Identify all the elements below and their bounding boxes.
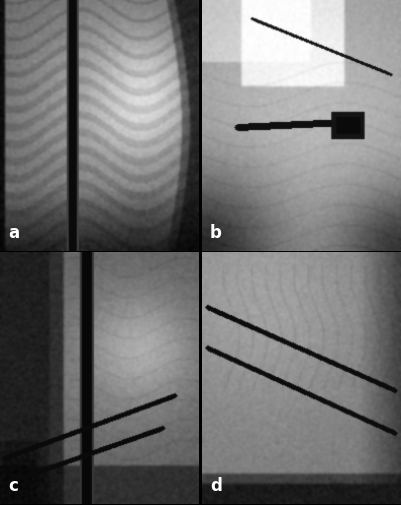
Text: a: a [8,224,19,241]
Text: d: d [210,476,222,494]
Text: c: c [8,476,18,494]
Text: b: b [210,224,222,241]
